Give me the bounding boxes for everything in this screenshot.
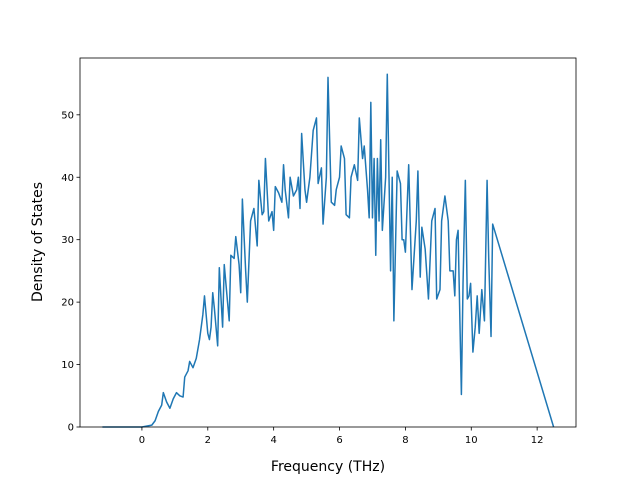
x-tick-label: 10 xyxy=(465,435,478,446)
x-tick-label: 8 xyxy=(402,435,408,446)
y-tick-label: 40 xyxy=(61,173,74,184)
y-tick-label: 50 xyxy=(61,110,74,121)
x-axis-label: Frequency (THz) xyxy=(271,459,385,475)
data-line xyxy=(102,73,555,428)
y-tick-label: 20 xyxy=(61,298,74,309)
y-tick-label: 30 xyxy=(61,235,74,246)
x-tick-label: 6 xyxy=(336,435,342,446)
y-tick-label: 0 xyxy=(68,423,74,434)
x-tick-label: 2 xyxy=(205,435,211,446)
x-tick-label: 0 xyxy=(139,435,145,446)
x-tick-label: 4 xyxy=(270,435,276,446)
plot-frame xyxy=(79,57,577,428)
y-tick-label: 10 xyxy=(61,360,74,371)
y-axis-label: Density of States xyxy=(30,182,46,302)
x-tick-label: 12 xyxy=(531,435,544,446)
